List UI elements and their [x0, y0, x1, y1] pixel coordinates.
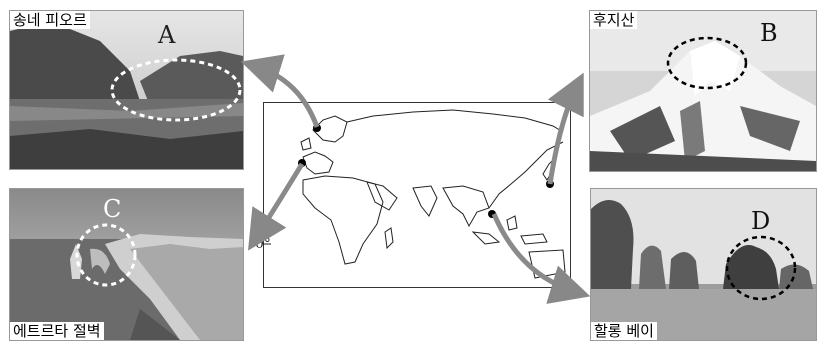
photo-letter-c: C: [103, 195, 122, 223]
bay-scene: [591, 189, 816, 340]
highlight-ellipse-d: [725, 235, 797, 301]
fjord-scene: [10, 11, 243, 169]
photo-letter-a: A: [158, 21, 176, 49]
place-label-a: 송네 피오르: [10, 11, 90, 29]
arrow-to-a: [240, 54, 320, 128]
arrow-to-c: [247, 162, 305, 251]
photo-etretat-cliffs: C 에트르타 절벽: [9, 188, 244, 341]
arrow-to-b: [547, 72, 584, 185]
fuji-scene: [590, 11, 816, 171]
arrow-to-d: [491, 213, 591, 304]
highlight-ellipse-a: [110, 58, 242, 122]
place-label-b: 후지산: [590, 11, 638, 29]
photo-letter-d: D: [751, 207, 771, 235]
highlight-ellipse-c: [75, 223, 137, 287]
photo-halong-bay: D 할롱 베이: [590, 188, 817, 341]
photo-sognefjord: 송네 피오르 A: [9, 10, 244, 170]
place-label-d: 할롱 베이: [591, 322, 657, 340]
photo-mount-fuji: 후지산 B: [589, 10, 817, 172]
cliff-scene: [10, 189, 243, 340]
highlight-ellipse-b: [666, 36, 748, 90]
photo-letter-b: B: [760, 19, 778, 47]
place-label-c: 에트르타 절벽: [10, 322, 104, 340]
